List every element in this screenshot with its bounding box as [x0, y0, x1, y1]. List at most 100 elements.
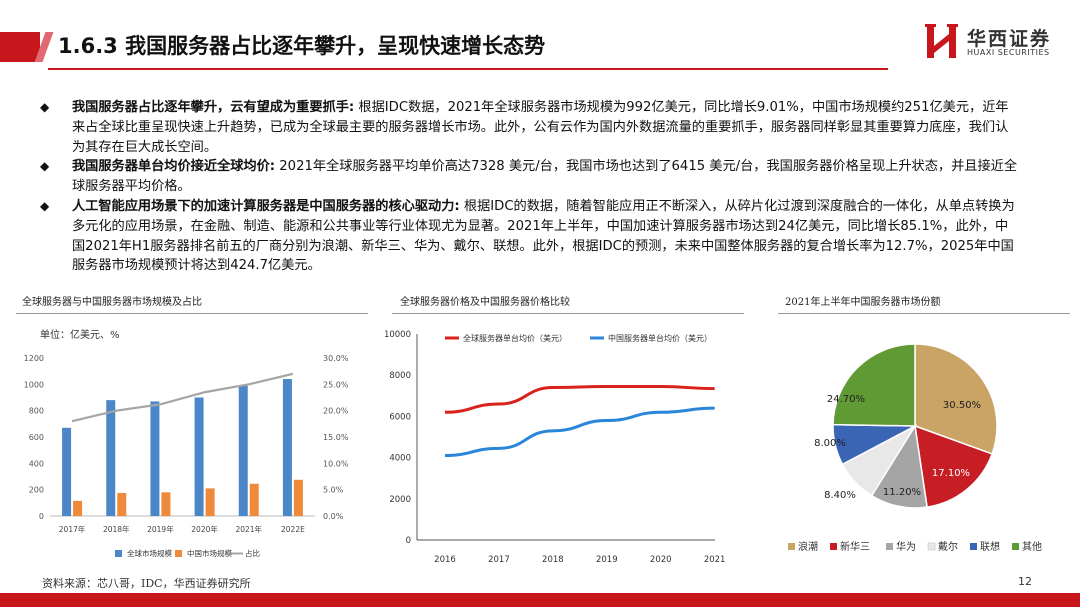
x-tick-label: 2018年 [103, 524, 130, 534]
bar-global [62, 427, 72, 516]
y-tick-label: 200 [29, 486, 44, 495]
panel1-title: 全球服务器与中国服务器市场规模及占比 [22, 297, 202, 308]
y-tick-label: 400 [29, 459, 44, 468]
title-underline [48, 68, 888, 70]
legend-swatch [970, 543, 977, 550]
bar-global [282, 379, 292, 516]
pie-slice-label: 24.70% [827, 394, 865, 405]
bar-china [293, 479, 303, 516]
bar-china [205, 488, 215, 516]
pie-slice-label: 17.10% [932, 468, 970, 479]
pie-slice-label: 30.50% [943, 400, 981, 411]
legend-label: 中国市场规模 [187, 548, 232, 558]
bullet-text: 2021年全球服务器平均单价高达7328 美元/台，我国市场也达到了6415 美… [72, 159, 1018, 195]
y-tick-label: 4000 [389, 454, 411, 464]
source-note: 资料来源：芯八哥，IDC，华西证券研究所 [42, 577, 251, 590]
bar-global [238, 385, 248, 516]
bullet-item: ◆ 我国服务器占比逐年攀升，云有望成为重要抓手: 根据IDC数据，2021年全球… [40, 98, 1020, 157]
pie-slice-label: 8.40% [824, 490, 856, 501]
x-tick-label: 2017年 [59, 524, 86, 534]
x-tick-label: 2020年 [191, 524, 218, 534]
panel2-title: 全球服务器价格及中国服务器价格比较 [400, 297, 570, 308]
legend-label: 占比 [245, 548, 260, 558]
x-tick-label: 2019 [596, 555, 618, 565]
x-tick-label: 2017 [488, 555, 510, 565]
bullet-item: ◆ 人工智能应用场景下的加速计算服务器是中国服务器的核心驱动力: 根据IDC的数… [40, 197, 1020, 276]
diamond-bullet-icon: ◆ [40, 198, 50, 213]
y-tick-label: 2000 [389, 495, 411, 505]
legend-label: 其他 [1022, 540, 1042, 553]
pie-slice-label: 11.20% [883, 487, 921, 498]
bar-global [194, 397, 204, 516]
ratio-line [71, 372, 294, 423]
logo-text-en: HUAXI SECURITIES [967, 48, 1050, 57]
legend-label: 联想 [980, 540, 1000, 553]
bullet-text: 根据IDC数据，2021年全球服务器市场规模为992亿美元，同比增长9.01%，… [72, 100, 1009, 155]
y2-tick-label: 0.0% [323, 512, 344, 521]
x-tick-label: 2018 [542, 555, 564, 565]
pie-slice-label: 8.00% [814, 438, 846, 449]
y2-tick-label: 20.0% [323, 407, 349, 416]
pie-slice [914, 343, 998, 455]
y2-tick-label: 15.0% [323, 433, 349, 442]
y-tick-label: 0 [39, 512, 44, 521]
bullet-heading: 我国服务器单台均价接近全球均价: [72, 159, 276, 175]
unit-label: 单位：亿美元、% [40, 328, 120, 341]
bullet-heading: 我国服务器占比逐年攀升，云有望成为重要抓手: [72, 100, 355, 115]
y2-tick-label: 10.0% [323, 459, 349, 468]
bar-global [106, 400, 116, 516]
price-comparison-chart: 0 2000 4000 6000 8000 10000 2016 2017 2018 2019 20… [385, 330, 726, 565]
bullet-text: 根据IDC的数据，随着智能应用正不断深入，从碎片化过渡到深度融合的一体化，从单点… [72, 198, 1015, 274]
market-share-pie: 30.50% 17.10% 11.20% 8.40% 8.00% 24.70% 浪潮 新华三 华… [788, 343, 1042, 553]
legend-label: 浪潮 [798, 540, 818, 553]
legend-swatch [927, 542, 936, 551]
huaxi-logo-icon [925, 24, 958, 58]
y-tick-label: 1000 [24, 380, 44, 389]
x-tick-label: 2020 [650, 555, 672, 565]
logo-text-cn: 华西证券 [967, 28, 1052, 50]
legend-label: 戴尔 [938, 540, 958, 553]
y-tick-label: 8000 [389, 371, 411, 381]
legend-swatch [115, 550, 122, 557]
y2-tick-label: 25.0% [323, 380, 349, 389]
bullet-item: ◆ 我国服务器单台均价接近全球均价: 2021年全球服务器平均单价高达7328 … [40, 157, 1020, 197]
page-number: 12 [1018, 575, 1032, 588]
y2-tick-label: 30.0% [323, 354, 349, 363]
x-tick-label: 2019年 [147, 524, 174, 534]
y-tick-label: 10000 [385, 330, 411, 340]
legend-swatch [886, 543, 893, 550]
legend-label: 华为 [896, 540, 916, 553]
legend-swatch [788, 543, 795, 550]
bottom-accent-bar [0, 593, 1080, 607]
y-tick-label: 6000 [389, 412, 411, 422]
title-accent-bar [0, 32, 40, 62]
bar-china [73, 500, 83, 516]
bar-china [161, 492, 171, 516]
y2-tick-label: 5.0% [323, 486, 344, 495]
y-tick-label: 600 [29, 433, 44, 442]
x-tick-label: 2022E [281, 525, 305, 534]
market-size-chart: 单位：亿美元、% 0 200 400 600 800 1000 1200 0.0% 5.0% 10.… [24, 328, 349, 558]
panel1-divider [16, 313, 368, 314]
panel3-divider [778, 313, 1070, 314]
diamond-bullet-icon: ◆ [40, 159, 50, 174]
x-tick-label: 2021 [704, 555, 726, 565]
bar-global [150, 401, 160, 516]
y-tick-label: 0 [406, 536, 411, 546]
bar-china [117, 492, 127, 516]
x-tick-label: 2016 [434, 555, 456, 565]
bar-china [249, 483, 259, 516]
bullet-heading: 人工智能应用场景下的加速计算服务器是中国服务器的核心驱动力: [72, 198, 460, 214]
y-tick-label: 1200 [24, 354, 44, 363]
series-line [444, 385, 715, 414]
legend-label: 全球市场规模 [127, 548, 172, 558]
bullet-list: ◆ 我国服务器占比逐年攀升，云有望成为重要抓手: 根据IDC数据，2021年全球… [40, 98, 1020, 276]
panel3-title: 2021年上半年中国服务器市场份额 [785, 297, 941, 308]
pie-slice [914, 424, 994, 508]
legend-swatch [830, 543, 837, 550]
pie-slice [832, 343, 916, 427]
x-tick-label: 2021年 [235, 524, 262, 534]
legend-swatch [175, 550, 182, 557]
legend-label: 新华三 [840, 540, 870, 553]
legend-swatch [1012, 543, 1019, 550]
